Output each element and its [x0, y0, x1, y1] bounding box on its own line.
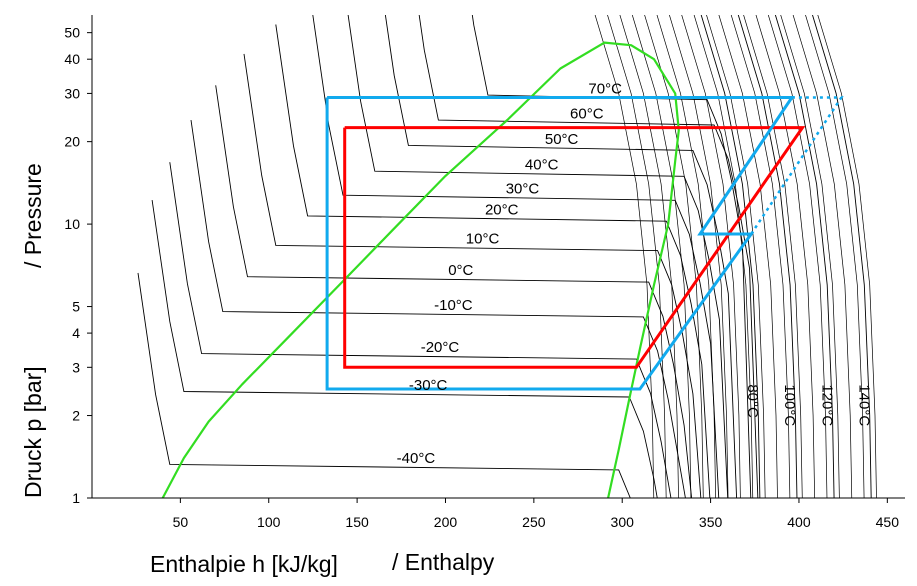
- isotherm-line: [471, 15, 752, 498]
- x-tick-label: 450: [876, 514, 900, 530]
- isotherm-label: 70°C: [588, 80, 622, 97]
- isotherm-line: [243, 53, 702, 498]
- y-tick-label: 2: [72, 408, 80, 424]
- y-tick-label: 1: [72, 490, 80, 506]
- isotherm-label: 50°C: [545, 131, 579, 148]
- isotherm-line: [817, 15, 877, 498]
- axes: 50 100 150 200 250 300 350 400 450 1 2 3 4 5 10 20 30 40 5…: [64, 15, 905, 530]
- cycle-series: [325, 96, 844, 391]
- x-tick-label: 150: [345, 514, 369, 530]
- isotherm-label: 60°C: [570, 105, 604, 122]
- y-tick-label: 40: [64, 51, 80, 67]
- isotherm-line: [347, 15, 729, 498]
- isotherm-line: [312, 15, 720, 498]
- isotherm-line: [737, 15, 798, 498]
- isotherm-line: [275, 24, 711, 498]
- y-tick-label: 4: [72, 325, 80, 341]
- isotherm-label: -20°C: [421, 339, 460, 356]
- x-tick-label: 200: [434, 514, 458, 530]
- isotherm-label: -30°C: [409, 377, 448, 394]
- y-tick-label: 20: [64, 134, 80, 150]
- isotherm-line: [137, 272, 631, 498]
- x-tick-label: 50: [173, 514, 189, 530]
- y-tick-label: 30: [64, 85, 80, 101]
- saturation-dome: [161, 41, 680, 499]
- cycle-line: [343, 126, 806, 369]
- isotherm-line: [151, 200, 658, 498]
- isotherm-label: 140°C: [855, 384, 872, 426]
- isotherm-line: [607, 15, 667, 498]
- isotherm-line: [730, 15, 791, 498]
- isotherm-label: 0°C: [448, 262, 473, 279]
- isotherm-labels: 70°C 60°C 50°C 40°C 30°C 20°C 10°C 0°C -10°C -20°…: [397, 80, 873, 466]
- isotherm-line: [631, 15, 692, 498]
- x-axis-title: Enthalpie h [kJ/kg]: [150, 551, 338, 577]
- cycle-line: [750, 96, 844, 235]
- isotherm-line: [190, 120, 686, 498]
- isotherm-line: [812, 15, 872, 498]
- isotherm-line: [792, 15, 853, 498]
- isotherm-line: [780, 15, 840, 498]
- saturation-curve: [161, 41, 680, 499]
- isotherm-line: [718, 15, 778, 498]
- isotherm-label: -10°C: [434, 297, 473, 314]
- isotherm-line: [755, 15, 816, 498]
- x-axis-title-en: / Enthalpy: [392, 549, 495, 575]
- isotherm-line: [594, 15, 655, 498]
- isotherm-line: [743, 15, 803, 498]
- isotherm-line: [384, 15, 738, 498]
- x-tick-label: 100: [257, 514, 281, 530]
- isotherm-line: [418, 15, 759, 498]
- isotherm-label: 80°C: [744, 384, 761, 418]
- isotherm-label: 120°C: [818, 384, 835, 426]
- isotherm-label: 20°C: [485, 201, 519, 218]
- isotherm-line: [706, 15, 766, 498]
- x-tick-label: 350: [699, 514, 723, 530]
- isotherm-line: [215, 85, 693, 498]
- isotherm-line: [169, 162, 672, 498]
- isotherm-line: [774, 15, 835, 498]
- y-tick-label: 3: [72, 359, 80, 375]
- isotherm-label: 100°C: [781, 384, 798, 426]
- isotherm-line: [644, 15, 704, 498]
- isotherm-label: 10°C: [466, 231, 500, 248]
- y-tick-label: 50: [64, 25, 80, 41]
- isotherm-line: [805, 15, 865, 498]
- x-tick-label: 250: [522, 514, 546, 530]
- isotherm-line: [767, 15, 828, 498]
- y-axis-title-en: / Pressure: [20, 163, 46, 268]
- y-axis-title: Druck p [bar]: [20, 366, 46, 498]
- isotherm-label: -40°C: [397, 450, 436, 467]
- isotherm-label: 40°C: [525, 157, 559, 174]
- x-tick-label: 300: [611, 514, 635, 530]
- x-tick-label: 400: [787, 514, 811, 530]
- y-tick-label: 10: [64, 216, 80, 232]
- isotherm-label: 30°C: [506, 181, 540, 198]
- y-tick-label: 5: [72, 299, 80, 315]
